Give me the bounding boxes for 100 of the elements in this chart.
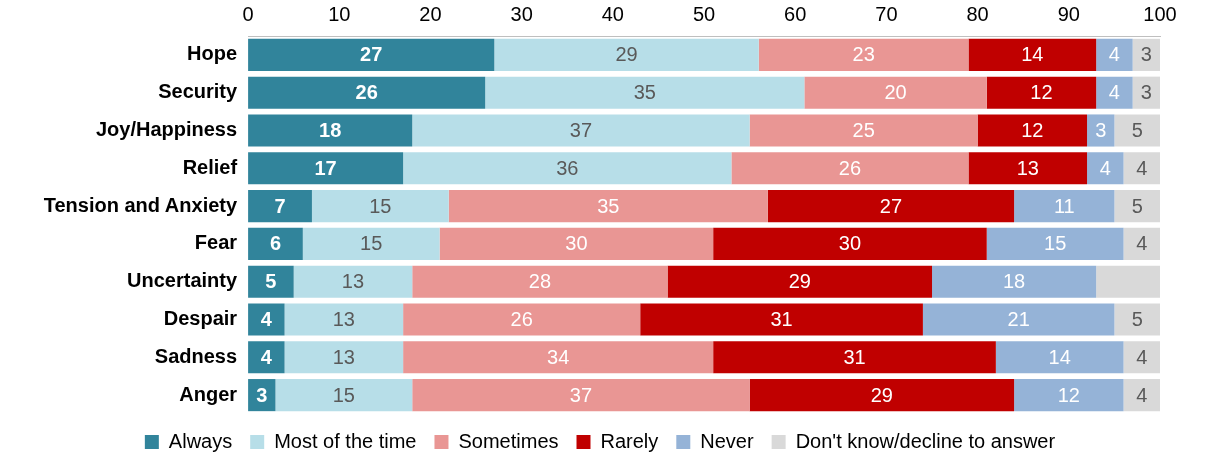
data-label: 4: [1108, 81, 1120, 104]
bar: [1123, 341, 1160, 374]
legend-label: Sometimes: [458, 429, 559, 452]
data-label: 4: [260, 345, 273, 368]
data-label: 5: [1131, 119, 1143, 142]
y-tick-label: Tension and Anxiety: [43, 193, 238, 216]
data-label: 29: [870, 383, 893, 406]
legend-label: Always: [168, 429, 233, 452]
bar: [986, 76, 1097, 109]
data-label: 13: [1016, 156, 1039, 179]
data-label: 13: [341, 270, 365, 293]
bar: [1014, 379, 1124, 412]
bar: [1096, 76, 1133, 109]
data-label: 4: [1136, 232, 1148, 255]
data-label: 29: [788, 270, 811, 293]
data-label: 14: [1021, 43, 1044, 66]
data-label: 6: [269, 232, 282, 255]
legend-label: Don't know/decline to answer: [795, 429, 1056, 452]
x-tick-label: 80: [966, 2, 989, 25]
data-label: 3: [1095, 119, 1107, 142]
data-label: 3: [1140, 43, 1152, 66]
data-label: 13: [332, 308, 355, 331]
data-label: 17: [314, 156, 337, 179]
data-label: 37: [569, 119, 593, 142]
x-tick-label: 20: [419, 2, 442, 25]
bar: [1123, 227, 1160, 260]
bar: [731, 152, 969, 185]
data-label: 12: [1057, 383, 1080, 406]
data-label: 4: [1136, 156, 1148, 179]
data-label: 5: [1131, 194, 1143, 217]
data-label: 34: [547, 345, 570, 368]
data-label: 35: [633, 81, 656, 104]
x-tick-label: 90: [1057, 2, 1080, 25]
bar: [311, 190, 449, 223]
y-tick-label: Relief: [182, 155, 238, 178]
data-label: 5: [1131, 308, 1143, 331]
data-label: 18: [319, 119, 342, 142]
bar: [968, 38, 1097, 71]
bar: [968, 152, 1088, 185]
bar: [749, 379, 1015, 412]
data-label: 4: [1099, 156, 1111, 179]
bar: [713, 341, 996, 374]
x-tick-label: 50: [692, 2, 716, 25]
data-label: 15: [1044, 232, 1067, 255]
bar: [986, 227, 1124, 260]
bar: [1096, 265, 1160, 298]
x-tick-label: 70: [875, 2, 898, 25]
data-label: 5: [265, 270, 277, 293]
bar: [293, 265, 413, 298]
data-label: 4: [1136, 383, 1148, 406]
data-label: 31: [770, 308, 793, 331]
legend-label: Never: [700, 429, 754, 452]
y-tick-label: Joy/Happiness: [95, 118, 238, 141]
x-tick-label: 0: [242, 2, 254, 25]
bar: [439, 227, 714, 260]
data-label: 28: [528, 270, 552, 293]
data-label: 14: [1048, 345, 1071, 368]
data-label: 29: [615, 43, 638, 66]
y-tick-label: Anger: [179, 382, 238, 405]
bar: [248, 76, 486, 109]
data-label: 4: [1136, 345, 1148, 368]
bar: [248, 190, 312, 223]
bar: [804, 76, 987, 109]
bar: [1114, 303, 1160, 336]
data-label: 26: [355, 81, 378, 104]
bar: [248, 303, 285, 336]
data-label: 31: [843, 345, 866, 368]
x-tick-label: 10: [328, 2, 351, 25]
bar: [248, 227, 303, 260]
bar: [248, 38, 495, 71]
y-tick-label: Despair: [163, 307, 238, 330]
data-label: 13: [332, 345, 355, 368]
bar: [284, 341, 404, 374]
x-tick-label: 100: [1143, 2, 1177, 25]
bar: [767, 190, 1015, 223]
bar: [248, 114, 413, 147]
bar: [302, 227, 440, 260]
bar: [1123, 379, 1160, 412]
y-tick-label: Security: [158, 80, 238, 103]
bar: [1096, 38, 1133, 71]
bar: [932, 265, 1097, 298]
data-label: 36: [556, 156, 579, 179]
bar: [248, 341, 285, 374]
data-label: 15: [360, 232, 383, 255]
data-label: 7: [274, 194, 286, 217]
data-label: 3: [256, 383, 268, 406]
bar: [1087, 114, 1115, 147]
bar: [248, 152, 404, 185]
y-tick-label: Uncertainty: [127, 269, 238, 292]
bar: [640, 303, 923, 336]
bar: [1087, 152, 1124, 185]
data-label: 27: [360, 43, 383, 66]
data-label: 12: [1030, 81, 1053, 104]
bar: [1014, 190, 1115, 223]
bar: [403, 341, 714, 374]
bar: [284, 303, 404, 336]
bar: [758, 38, 969, 71]
data-label: 4: [1108, 43, 1120, 66]
data-label: 20: [884, 81, 907, 104]
data-label: 37: [569, 383, 593, 406]
